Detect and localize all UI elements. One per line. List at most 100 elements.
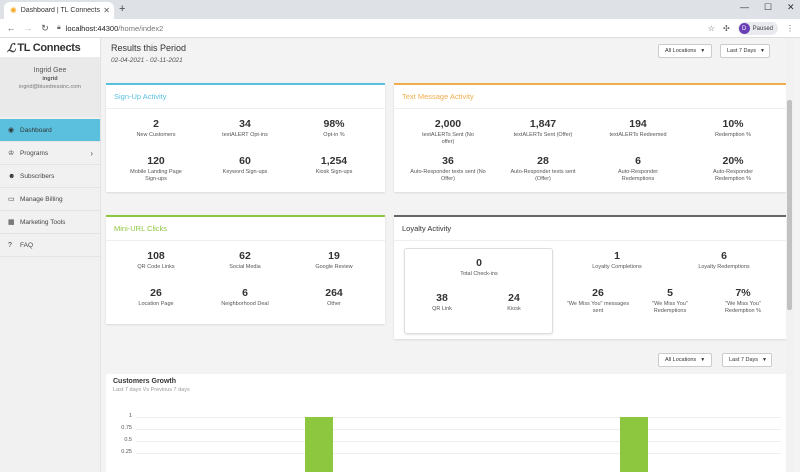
sidebar-item-label: FAQ [20,241,34,249]
chart-title: Customers Growth [113,378,177,385]
stat-label: textALERTs Redeemed [609,132,667,138]
logo-mark-icon: ℒ [7,40,16,55]
check-ins-box: 0 Total Check-ins 38 QR Link 24 Kiosk [404,248,553,334]
caret-down-icon: ▼ [762,357,767,363]
sidebar-item-programs[interactable]: ♔ Programs › [0,142,100,165]
stat-label: textALERT Opt-ins [222,132,268,138]
stat-label: Auto-Responder texts sent (No Offer) [410,169,486,182]
scrollbar-thumb[interactable] [787,100,792,310]
browser-tab[interactable]: ✺ Dashboard | TL Connects Mana ✕ [4,2,114,19]
stat-alerts-offer: 1,847 textALERTs Sent (Offer) [497,118,589,139]
caret-down-icon: ▼ [700,48,706,54]
signup-activity-card: Sign-Up Activity 2 New Customers 34 text… [106,83,385,192]
stat-label: textALERTs Sent (No offer) [422,132,474,145]
back-icon[interactable]: ← [6,23,16,33]
stat-optin-percent: 98% Opt-in % [294,118,374,139]
palette-icon: ◉ [8,127,15,134]
sidebar-item-dashboard[interactable]: ◉ Dashboard [0,119,100,142]
growth-location-select[interactable]: All Locations ▼ [658,353,712,367]
date-range: 02-04-2021 - 02-11-2021 [111,57,183,64]
extensions-icon[interactable]: ✣ [722,24,730,33]
loyalty-activity-card: Loyalty Activity 0 Total Check-ins 38 QR… [394,215,787,339]
chart-bar[interactable] [305,417,333,472]
stat-value: 26 [150,287,162,299]
url-path: /home/index2 [118,23,164,33]
stat-label: Location Page [138,301,174,307]
stat-autoresponder-no-offer: 36 Auto-Responder texts sent (No Offer) [402,155,494,183]
sidebar-item-label: Dashboard [20,126,52,134]
sidebar-item-label: Manage Billing [20,195,63,203]
stat-value: 108 [147,250,165,262]
stat-value: 26 [592,287,604,299]
main-content: Results this Period 02-04-2021 - 02-11-2… [101,38,793,472]
forward-icon[interactable]: → [23,23,33,33]
stat-value: 98% [323,118,345,130]
stat-value: 6 [242,287,248,299]
browser-menu-icon[interactable]: ⋮ [786,24,794,33]
credit-card-icon: ▭ [8,196,15,203]
user-panel: Ingrid Gee ingrid ingrid@bluedressinc.co… [0,57,100,117]
stat-value: 1,254 [320,155,348,167]
stat-total-checkins: 0 Total Check-ins [425,257,533,278]
growth-location-select-value: All Locations [665,357,697,363]
caret-down-icon: ▼ [760,48,765,54]
page-scrollbar[interactable] [786,38,793,472]
close-window-icon[interactable]: ✕ [787,2,795,12]
stat-loyalty-redemptions: 6 Loyalty Redemptions [669,250,779,271]
stat-redemption-percent: 10% Redemption % [687,118,779,139]
grid-line [136,429,781,430]
star-icon[interactable]: ☆ [707,24,715,33]
lock-icon: 🔒︎ [57,24,61,31]
new-tab-icon[interactable]: + [119,3,126,15]
stat-we-miss-you-sent: 26 "We Miss You" messages sent [562,287,634,315]
reload-icon[interactable]: ↻ [41,22,49,33]
stat-label: Auto-Responder texts sent (Offer) [510,169,576,182]
stat-value: 194 [629,118,647,130]
stat-value: 2,000 [434,118,462,130]
minimize-icon[interactable]: — [740,2,749,12]
caret-down-icon: ▼ [700,357,706,363]
sidebar-item-faq[interactable]: ? FAQ [0,234,100,257]
app: ℒ TL Connects Ingrid Gee ingrid ingrid@b… [0,38,800,472]
stat-value: 34 [239,118,251,130]
stat-other: 264 Other [294,287,374,308]
stat-kiosk: 24 Kiosk [479,292,549,313]
y-tick-label: 0.5 [124,437,132,443]
location-select[interactable]: All Locations ▼ [658,44,712,58]
url-host: localhost:44300 [65,23,119,33]
growth-period-select-value: Last 7 Days [729,357,759,363]
sidebar-item-manage-billing[interactable]: ▭ Manage Billing [0,188,100,211]
stat-value: 6 [635,155,641,167]
map-icon: ▦ [8,219,15,226]
stat-value: 10% [722,118,744,130]
address-bar[interactable]: 🔒︎ localhost:44300/home/index2 [57,24,163,33]
stat-autoresponder-offer: 28 Auto-Responder texts sent (Offer) [497,155,589,183]
maximize-icon[interactable]: ☐ [764,2,773,12]
users-icon: ☻ [8,172,16,180]
sidebar-item-marketing-tools[interactable]: ▦ Marketing Tools [0,211,100,234]
stat-label: Mobile Landing Page Sign-ups [130,169,182,182]
page-title: Results this Period [111,43,187,53]
chart-bar[interactable] [620,417,648,472]
stat-alerts-no-offer: 2,000 textALERTs Sent (No offer) [402,118,494,146]
stat-value: 2 [153,118,159,130]
browser-tabstrip: ✺ Dashboard | TL Connects Mana ✕ + — ☐ ✕ [0,0,800,19]
close-tab-icon[interactable]: ✕ [103,6,110,15]
stat-label: Opt-in % [323,132,345,138]
favicon-icon: ✺ [10,6,17,15]
growth-period-select[interactable]: Last 7 Days ▼ [722,353,772,367]
stat-label: Neighborhood Deal [221,301,269,307]
sidebar-menu: ◉ Dashboard ♔ Programs › ☻ Subscribers ▭… [0,119,100,257]
period-select[interactable]: Last 7 Days ▼ [720,44,770,58]
stat-label: Social Media [229,264,261,270]
stat-kiosk-signups: 1,254 Kiosk Sign-ups [294,155,374,176]
card-title: Text Message Activity [394,85,787,109]
card-title: Loyalty Activity [394,217,787,241]
brand-logo[interactable]: ℒ TL Connects [0,38,100,57]
stat-we-miss-you-redemption-percent: 7% "We Miss You" Redemption % [706,287,780,315]
sidebar-item-label: Marketing Tools [20,218,66,226]
stat-value: 120 [147,155,165,167]
y-tick-label: 1 [128,413,132,419]
sidebar-item-subscribers[interactable]: ☻ Subscribers [0,165,100,188]
profile-button[interactable]: D Paused [737,22,778,35]
